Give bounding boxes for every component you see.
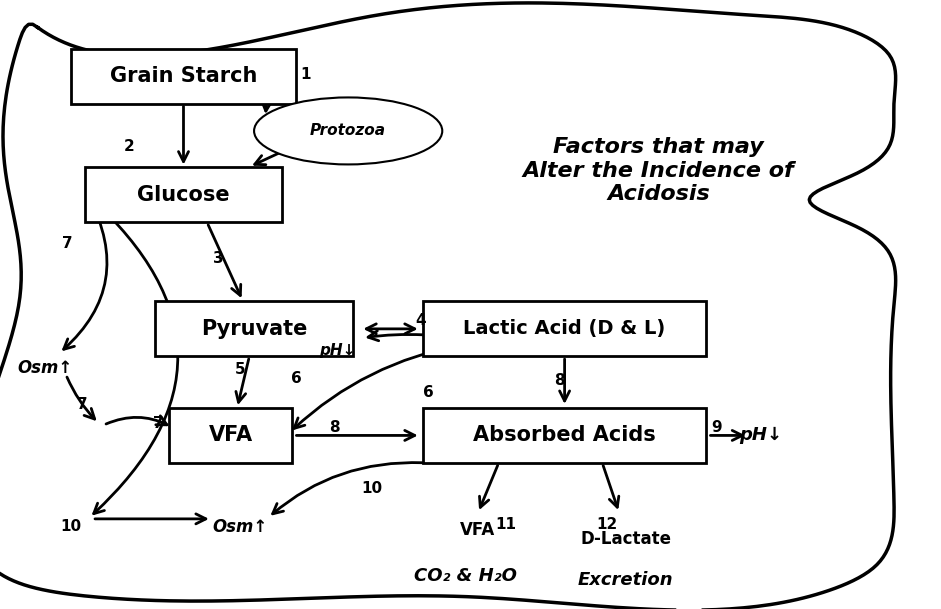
FancyBboxPatch shape xyxy=(423,301,706,356)
Text: Osm↑: Osm↑ xyxy=(18,359,72,378)
FancyBboxPatch shape xyxy=(85,167,282,222)
Text: 12: 12 xyxy=(597,518,617,532)
Text: 3: 3 xyxy=(213,252,224,266)
Text: VFA: VFA xyxy=(209,426,252,445)
Text: Factors that may
Alter the Incidence of
Acidosis: Factors that may Alter the Incidence of … xyxy=(523,137,794,204)
FancyBboxPatch shape xyxy=(155,301,353,356)
Text: 7: 7 xyxy=(152,416,164,431)
FancyBboxPatch shape xyxy=(423,408,706,463)
Text: 9: 9 xyxy=(711,420,723,435)
Text: Excretion: Excretion xyxy=(578,571,674,589)
FancyBboxPatch shape xyxy=(71,49,296,104)
Text: 6: 6 xyxy=(291,371,302,386)
FancyBboxPatch shape xyxy=(169,408,292,463)
Text: Pyruvate: Pyruvate xyxy=(200,319,308,339)
Text: Lactic Acid (D & L): Lactic Acid (D & L) xyxy=(464,319,665,339)
Text: 10: 10 xyxy=(361,481,382,496)
Text: D-Lactate: D-Lactate xyxy=(581,530,671,548)
Text: 1: 1 xyxy=(300,68,311,82)
Text: Protozoa: Protozoa xyxy=(311,124,386,138)
Text: 7: 7 xyxy=(77,398,88,412)
Text: 11: 11 xyxy=(496,518,517,532)
Text: 7: 7 xyxy=(62,236,73,251)
Text: 4: 4 xyxy=(415,314,426,328)
Text: 2: 2 xyxy=(123,139,135,153)
Text: VFA: VFA xyxy=(459,521,495,539)
Text: 8: 8 xyxy=(328,420,340,435)
Text: CO₂ & H₂O: CO₂ & H₂O xyxy=(414,566,518,585)
Text: pH↓: pH↓ xyxy=(739,426,782,445)
Text: Absorbed Acids: Absorbed Acids xyxy=(473,426,656,445)
Text: Grain Starch: Grain Starch xyxy=(110,66,257,86)
Text: Glucose: Glucose xyxy=(137,185,230,205)
Text: 8: 8 xyxy=(554,373,566,388)
Text: 10: 10 xyxy=(60,519,81,534)
Text: 6: 6 xyxy=(423,385,434,400)
Ellipse shape xyxy=(254,97,442,164)
Text: Osm↑: Osm↑ xyxy=(213,518,267,536)
Text: pH↓: pH↓ xyxy=(319,343,355,357)
Text: 5: 5 xyxy=(234,362,246,377)
